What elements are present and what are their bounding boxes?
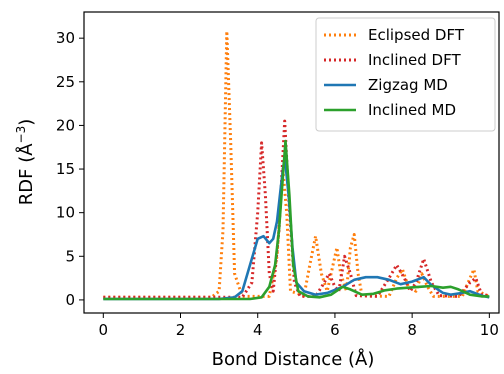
x-tick-label: 0	[99, 321, 109, 339]
y-tick-label: 15	[56, 160, 75, 178]
series-line-inclined-dft	[103, 119, 490, 299]
legend-label: Inclined MD	[368, 101, 456, 119]
series-line-zigzag-md	[103, 154, 490, 301]
x-tick-label: 4	[253, 321, 263, 339]
legend-label: Inclined DFT	[368, 51, 461, 69]
legend-box	[315, 17, 496, 132]
y-tick-label: 25	[56, 73, 75, 91]
y-tick-label: 0	[65, 291, 75, 309]
y-axis: 0 5 10 15 20 25 30	[56, 29, 84, 309]
y-axis-label: RDF (Å−3)	[14, 119, 37, 206]
y-axis-label-exponent: −3	[14, 126, 28, 144]
series-layer	[103, 29, 490, 301]
legend-label: Eclipsed DFT	[368, 26, 465, 44]
legend: Eclipsed DFT Inclined DFT Zigzag MD Incline…	[315, 17, 496, 132]
y-axis-label-close: )	[16, 119, 37, 126]
x-tick-label: 8	[407, 321, 417, 339]
x-tick-label: 10	[480, 321, 499, 339]
y-tick-label: 5	[65, 247, 75, 265]
y-tick-label: 20	[56, 116, 75, 134]
legend-label: Zigzag MD	[368, 76, 448, 94]
y-tick-label: 10	[56, 204, 75, 222]
x-axis-label: Bond Distance (Å)	[212, 348, 375, 370]
x-tick-label: 2	[176, 321, 186, 339]
series-line-inclined-md	[103, 139, 490, 301]
plot-frame	[83, 11, 500, 314]
x-axis: 0 2 4 6 8 10	[99, 313, 499, 339]
x-tick-label: 6	[330, 321, 340, 339]
y-axis-label-main: RDF (Å	[15, 143, 37, 205]
y-tick-label: 30	[56, 29, 75, 47]
